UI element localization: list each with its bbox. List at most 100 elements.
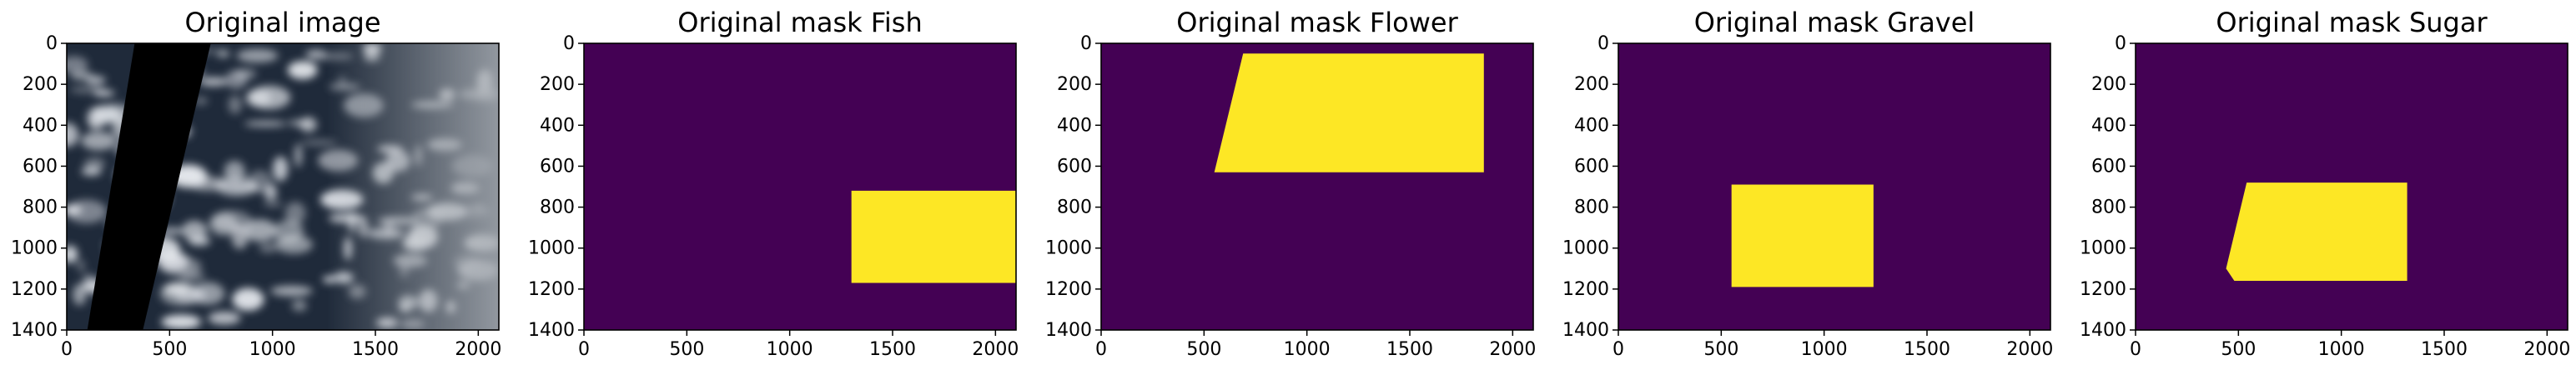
x-tick-label: 1000 xyxy=(1284,339,1331,360)
y-tick-label: 600 xyxy=(1057,156,1092,177)
cloud xyxy=(208,311,241,325)
y-tick-label: 400 xyxy=(1057,115,1092,136)
cloud xyxy=(70,71,93,81)
axes-frame xyxy=(1100,42,1534,331)
y-tick-label: 1400 xyxy=(528,320,575,341)
x-tick-label: 0 xyxy=(578,339,590,360)
cloud xyxy=(69,86,104,93)
cloud xyxy=(306,49,329,62)
panel-5: Original mask Sugar 0 500 1000 1500 2000 0 200 4… xyxy=(2080,7,2570,360)
y-tick-label: 200 xyxy=(1574,74,1609,95)
y-tick-label: 400 xyxy=(540,115,575,136)
x-tick-label: 2000 xyxy=(2523,339,2570,360)
y-tick-label: 200 xyxy=(23,74,58,95)
y-tick-label: 0 xyxy=(46,33,58,54)
panel-3: Original mask Flower 0 500 1000 1500 2000 0 200… xyxy=(1045,7,1536,360)
y-tick-label: 800 xyxy=(2091,198,2126,218)
y-tick-label: 800 xyxy=(1574,198,1609,218)
panel-title: Original mask Flower xyxy=(1176,7,1458,38)
y-tick-label: 200 xyxy=(2091,74,2126,95)
y-tick-label: 1400 xyxy=(2080,320,2126,341)
y-tick-label: 1200 xyxy=(11,279,58,300)
y-tick-label: 1400 xyxy=(11,320,58,341)
cloud xyxy=(81,131,117,151)
cloud xyxy=(181,220,208,242)
y-tick-label: 600 xyxy=(1574,156,1609,177)
x-tick-label: 2000 xyxy=(2006,339,2053,360)
cloud xyxy=(161,314,202,329)
axes-frame xyxy=(66,42,500,331)
cloud xyxy=(83,158,106,170)
axes-frame xyxy=(583,42,1017,331)
cloud xyxy=(263,201,283,208)
y-tick-label: 600 xyxy=(2091,156,2126,177)
x-tick-label: 1000 xyxy=(1801,339,1848,360)
y-tick-label: 600 xyxy=(23,156,58,177)
y-tick-label: 0 xyxy=(563,33,575,54)
panel-1: Original image 0 500 1000 1500 2000 0 200 400 600… xyxy=(11,7,501,360)
y-tick-label: 0 xyxy=(1597,33,1609,54)
x-tick-label: 2000 xyxy=(455,339,501,360)
cloud xyxy=(67,245,78,263)
x-tick-label: 1000 xyxy=(2318,339,2365,360)
cloud xyxy=(215,176,258,197)
cloud xyxy=(156,251,189,272)
y-tick-label: 1200 xyxy=(2080,279,2126,300)
cloud xyxy=(67,199,108,224)
image-content xyxy=(67,43,499,330)
cloud xyxy=(236,48,279,63)
cloud xyxy=(288,120,312,126)
axes-frame xyxy=(2135,42,2568,331)
cloud xyxy=(274,235,314,254)
cloud xyxy=(243,219,278,242)
y-tick-label: 200 xyxy=(1057,74,1092,95)
panel-2: Original mask Fish 0 500 1000 1500 2000 0 200 40… xyxy=(528,7,1019,360)
x-tick-label: 500 xyxy=(1703,339,1738,360)
mask-region xyxy=(1214,53,1484,172)
y-tick-label: 400 xyxy=(1574,115,1609,136)
mask-background xyxy=(584,43,1016,330)
cloud xyxy=(294,143,303,168)
x-tick-label: 0 xyxy=(2130,339,2141,360)
mask-region xyxy=(1731,184,1874,288)
x-tick-label: 1500 xyxy=(869,339,916,360)
y-tick-label: 800 xyxy=(540,198,575,218)
axes-frame xyxy=(1618,42,2051,331)
y-tick-label: 1000 xyxy=(1045,238,1092,259)
cloud xyxy=(273,156,289,182)
x-tick-label: 1500 xyxy=(2421,339,2468,360)
y-tick-label: 200 xyxy=(540,74,575,95)
x-tick-label: 1500 xyxy=(352,339,399,360)
y-tick-label: 400 xyxy=(23,115,58,136)
panel-title: Original mask Sugar xyxy=(2216,7,2488,38)
y-tick-label: 1400 xyxy=(1045,320,1092,341)
x-tick-label: 1500 xyxy=(1386,339,1433,360)
y-tick-label: 1000 xyxy=(11,238,58,259)
panel-title: Original mask Gravel xyxy=(1694,7,1975,38)
y-tick-label: 1200 xyxy=(1045,279,1092,300)
cloud xyxy=(245,89,271,108)
x-tick-label: 0 xyxy=(1095,339,1107,360)
panel-title: Original image xyxy=(184,7,380,38)
cloud xyxy=(232,288,264,311)
y-tick-label: 400 xyxy=(2091,115,2126,136)
y-tick-label: 1000 xyxy=(2080,238,2126,259)
cloud xyxy=(67,56,88,74)
y-tick-label: 1400 xyxy=(1562,320,1609,341)
x-tick-label: 500 xyxy=(669,339,704,360)
mask-region xyxy=(2226,182,2407,282)
cloud xyxy=(91,105,120,123)
cloud xyxy=(270,285,313,297)
x-tick-label: 500 xyxy=(2221,339,2256,360)
cloud xyxy=(244,121,287,127)
x-tick-label: 1000 xyxy=(249,339,296,360)
y-tick-label: 600 xyxy=(540,156,575,177)
cloud xyxy=(228,95,242,114)
x-tick-label: 2000 xyxy=(1489,339,1536,360)
x-tick-label: 500 xyxy=(1186,339,1221,360)
cloud xyxy=(77,259,85,272)
cloud xyxy=(259,242,277,253)
y-tick-label: 1000 xyxy=(1562,238,1609,259)
cloud xyxy=(284,202,306,225)
